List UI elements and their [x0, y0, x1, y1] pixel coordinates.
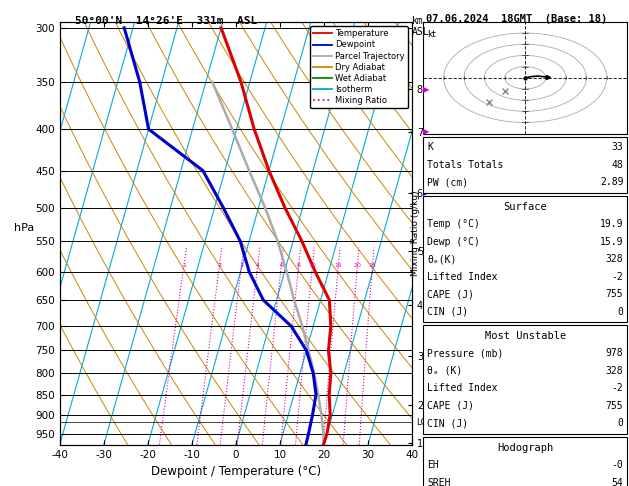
Legend: Temperature, Dewpoint, Parcel Trajectory, Dry Adiabat, Wet Adiabat, Isotherm, Mi: Temperature, Dewpoint, Parcel Trajectory…	[310, 26, 408, 108]
Text: Pressure (mb): Pressure (mb)	[427, 348, 503, 358]
Text: 755: 755	[606, 401, 623, 411]
Text: © weatheronline.co.uk: © weatheronline.co.uk	[464, 470, 587, 480]
Text: Lifted Index: Lifted Index	[427, 272, 498, 281]
Text: 0: 0	[618, 307, 623, 316]
Text: ▶: ▶	[423, 400, 429, 409]
Text: -2: -2	[611, 272, 623, 281]
Text: 1: 1	[182, 263, 186, 268]
Text: 978: 978	[606, 348, 623, 358]
Text: 328: 328	[606, 366, 623, 376]
Text: Lifted Index: Lifted Index	[427, 383, 498, 393]
Text: 54: 54	[611, 478, 623, 486]
Text: Surface: Surface	[503, 202, 547, 211]
Text: 0: 0	[618, 418, 623, 428]
Text: 15: 15	[335, 263, 342, 268]
Text: 25: 25	[369, 263, 376, 268]
Text: ▶: ▶	[423, 301, 429, 310]
Text: LCL: LCL	[416, 418, 431, 427]
Text: 15.9: 15.9	[600, 237, 623, 246]
Text: ▶: ▶	[423, 439, 429, 448]
Text: -2: -2	[611, 383, 623, 393]
Text: θₑ (K): θₑ (K)	[427, 366, 462, 376]
Text: CIN (J): CIN (J)	[427, 418, 468, 428]
Text: CAPE (J): CAPE (J)	[427, 401, 474, 411]
Text: -0: -0	[611, 460, 623, 470]
Text: Mixing Ratio (g/kg): Mixing Ratio (g/kg)	[411, 191, 420, 276]
Text: 50°00'N  14°26'E  331m  ASL: 50°00'N 14°26'E 331m ASL	[75, 16, 258, 26]
Text: ▶: ▶	[423, 188, 429, 197]
Text: 48: 48	[611, 160, 623, 170]
Text: CAPE (J): CAPE (J)	[427, 289, 474, 299]
Text: ▶: ▶	[423, 246, 429, 255]
Text: ▶: ▶	[423, 127, 429, 136]
Text: ▶: ▶	[423, 85, 429, 93]
X-axis label: Dewpoint / Temperature (°C): Dewpoint / Temperature (°C)	[151, 465, 321, 478]
Text: 07.06.2024  18GMT  (Base: 18): 07.06.2024 18GMT (Base: 18)	[426, 14, 608, 24]
Text: kt: kt	[427, 30, 437, 39]
Text: SREH: SREH	[427, 478, 450, 486]
Y-axis label: hPa: hPa	[14, 223, 34, 233]
Text: ▶: ▶	[423, 351, 429, 361]
Text: Totals Totals: Totals Totals	[427, 160, 503, 170]
Text: K: K	[427, 142, 433, 152]
Text: 3: 3	[240, 263, 243, 268]
Text: 328: 328	[606, 254, 623, 264]
Text: 2: 2	[218, 263, 221, 268]
Text: 33: 33	[611, 142, 623, 152]
Text: 4: 4	[255, 263, 260, 268]
Text: Hodograph: Hodograph	[497, 443, 554, 452]
Text: 8: 8	[297, 263, 301, 268]
Text: CIN (J): CIN (J)	[427, 307, 468, 316]
Text: 6: 6	[279, 263, 283, 268]
Text: 2.89: 2.89	[600, 177, 623, 187]
Text: θₑ(K): θₑ(K)	[427, 254, 457, 264]
Text: 755: 755	[606, 289, 623, 299]
Text: 19.9: 19.9	[600, 219, 623, 229]
Text: Dewp (°C): Dewp (°C)	[427, 237, 480, 246]
Text: PW (cm): PW (cm)	[427, 177, 468, 187]
Text: 20: 20	[353, 263, 361, 268]
Text: km
ASL: km ASL	[412, 16, 430, 37]
Text: Most Unstable: Most Unstable	[484, 331, 566, 341]
Text: Temp (°C): Temp (°C)	[427, 219, 480, 229]
Text: EH: EH	[427, 460, 439, 470]
Text: 10: 10	[309, 263, 316, 268]
